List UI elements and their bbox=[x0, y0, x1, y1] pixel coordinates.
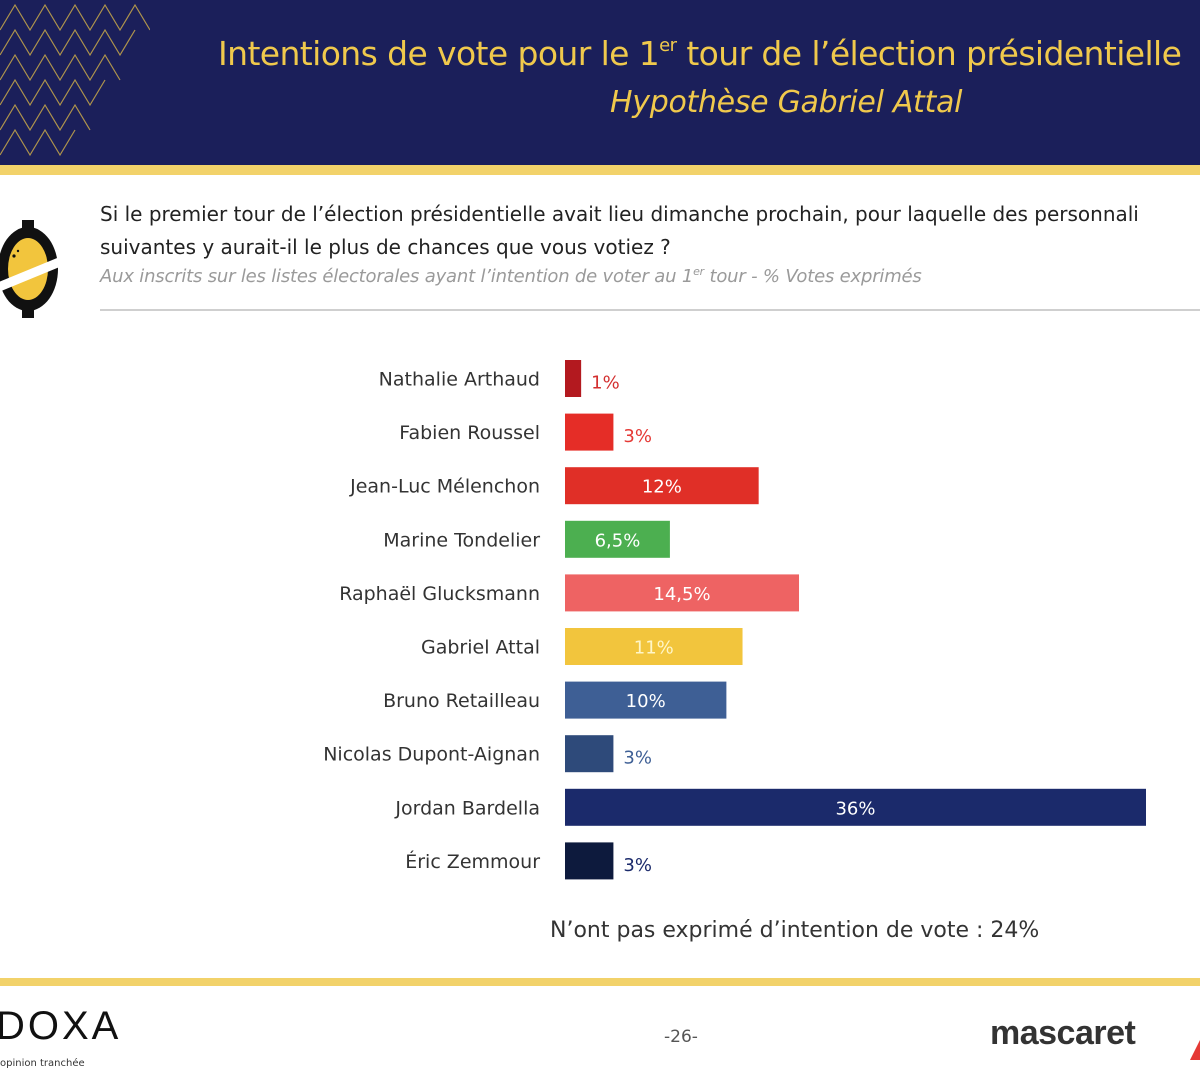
bar-nicolas-dupont-aignan bbox=[565, 735, 614, 773]
page-subtitle: Hypothèse Gabriel Attal bbox=[610, 85, 963, 120]
sample-note: Aux inscrits sur les listes électorales … bbox=[100, 265, 922, 287]
mascaret-logo: mascaret bbox=[990, 1014, 1136, 1052]
category-label-marine-tondelier: Marine Tondelier bbox=[383, 529, 540, 551]
chevron-pattern-decoration bbox=[0, 3, 150, 157]
bar-jordan-bardella bbox=[565, 788, 1146, 826]
bar-jean-luc-melenchon bbox=[565, 467, 759, 505]
category-label-raphael-glucksmann: Raphaël Glucksmann bbox=[339, 583, 540, 605]
value-label-fabien-roussel: 3% bbox=[623, 426, 652, 447]
bar-nathalie-arthaud bbox=[565, 360, 582, 397]
doxa-o-logo-icon bbox=[0, 220, 62, 318]
value-label-gabriel-attal: 11% bbox=[634, 638, 674, 659]
value-label-bruno-retailleau: 10% bbox=[626, 691, 666, 712]
category-label-eric-zemmour: Éric Zemmour bbox=[405, 850, 540, 873]
page-title: Intentions de vote pour le 1er tour de l… bbox=[218, 34, 1182, 73]
mascaret-mark-icon bbox=[1190, 1040, 1200, 1060]
question-line-2: suivantes y aurait-il le plus de chances… bbox=[100, 235, 671, 259]
category-label-bruno-retailleau: Bruno Retailleau bbox=[383, 690, 540, 712]
value-label-nathalie-arthaud: 1% bbox=[591, 373, 620, 394]
bar-eric-zemmour bbox=[565, 842, 614, 880]
category-label-nathalie-arthaud: Nathalie Arthaud bbox=[379, 369, 540, 391]
category-label-jean-luc-melenchon: Jean-Luc Mélenchon bbox=[349, 476, 540, 498]
category-label-gabriel-attal: Gabriel Attal bbox=[421, 637, 540, 659]
value-label-jordan-bardella: 36% bbox=[835, 798, 875, 819]
category-label-fabien-roussel: Fabien Roussel bbox=[399, 422, 540, 444]
doxa-tagline: opinion tranchée bbox=[0, 1058, 85, 1069]
no-intention-footnote: N’ont pas exprimé d’intention de vote : … bbox=[550, 918, 1040, 943]
category-label-jordan-bardella: Jordan Bardella bbox=[394, 797, 540, 819]
value-label-marine-tondelier: 6,5% bbox=[595, 530, 641, 551]
bar-raphael-glucksmann bbox=[565, 574, 800, 612]
value-label-jean-luc-melenchon: 12% bbox=[642, 477, 682, 498]
header-divider bbox=[0, 165, 1200, 175]
vote-intention-bar-chart: Nathalie Arthaud 1% Fabien Roussel 3% Jean-L… bbox=[323, 360, 1146, 880]
doxa-logo: DOXA bbox=[0, 1004, 122, 1048]
bar-fabien-roussel bbox=[565, 413, 614, 451]
question-divider bbox=[100, 309, 1200, 311]
question-line-1: Si le premier tour de l’élection préside… bbox=[100, 202, 1139, 226]
page-number: -26- bbox=[664, 1027, 698, 1047]
value-label-nicolas-dupont-aignan: 3% bbox=[623, 748, 652, 769]
survey-question: Si le premier tour de l’élection préside… bbox=[100, 198, 1200, 264]
header-banner: Intentions de vote pour le 1er tour de l… bbox=[0, 0, 1200, 165]
bar-gabriel-attal bbox=[565, 628, 743, 665]
footer-divider bbox=[0, 978, 1200, 986]
bar-marine-tondelier bbox=[565, 520, 670, 558]
value-label-raphael-glucksmann: 14,5% bbox=[653, 584, 710, 605]
value-label-eric-zemmour: 3% bbox=[623, 855, 652, 876]
category-label-nicolas-dupont-aignan: Nicolas Dupont-Aignan bbox=[323, 744, 540, 766]
bar-bruno-retailleau bbox=[565, 681, 727, 719]
